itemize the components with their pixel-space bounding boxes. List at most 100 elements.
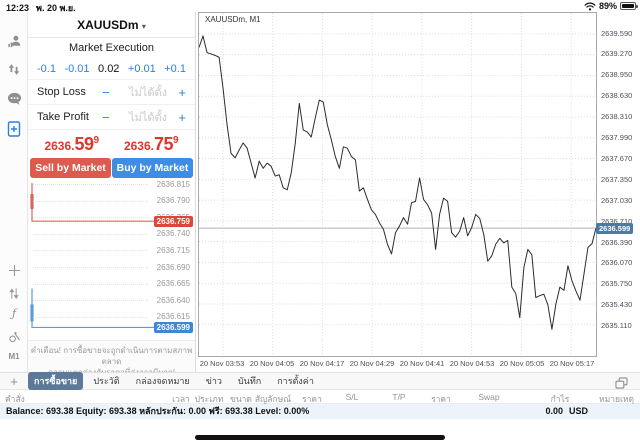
chart-y-tick: 2635.750 bbox=[601, 279, 633, 289]
accounts-icon[interactable] bbox=[0, 34, 28, 49]
tab-selected[interactable]: การซื้อขาย bbox=[28, 372, 84, 390]
tick-gridline bbox=[33, 200, 148, 202]
bid-price: 2636.599 bbox=[44, 134, 100, 154]
stop-loss-plus-button[interactable]: + bbox=[178, 84, 186, 100]
chart-y-tick: 2636.070 bbox=[601, 258, 633, 268]
positions-table-header: คำสั่ง เวลา ประเภท ขนาด สัญลักษณ์ ราคา S/L T/P ร… bbox=[0, 390, 640, 404]
tick-gridline bbox=[33, 217, 148, 219]
symbol-name: XAUUSDm bbox=[77, 18, 139, 32]
chart-x-tick: 20 Nov 04:05 bbox=[249, 359, 295, 368]
table-header-cell: T/P bbox=[392, 392, 406, 402]
chart-x-tick: 20 Nov 04:29 bbox=[349, 359, 395, 368]
timeframe-button[interactable]: M1 bbox=[8, 352, 20, 361]
stop-loss-value[interactable]: ไม่ได้ตั้ง bbox=[129, 87, 167, 99]
table-header-cell: หมายเหตุ bbox=[599, 394, 634, 404]
wifi-icon bbox=[584, 2, 596, 10]
tab-item[interactable]: บันทึก bbox=[237, 376, 262, 386]
volume-inc-small-button[interactable]: +0.01 bbox=[127, 62, 156, 75]
chart-y-tick: 2638.310 bbox=[601, 112, 633, 122]
symbol-selector[interactable]: XAUUSDm ▾ bbox=[28, 12, 195, 38]
execution-mode-label: Market Execution bbox=[69, 42, 154, 54]
trade-icon[interactable] bbox=[0, 62, 28, 77]
tick-scale-label: 2636.665 bbox=[156, 279, 190, 289]
tick-scale-label: 2636.640 bbox=[156, 295, 190, 305]
chart-y-axis: 2639.590 2639.270 2638.950 2638.630 2638.310… bbox=[601, 12, 640, 357]
tick-scale-label: 2636.715 bbox=[156, 245, 190, 255]
status-time: 12:23 bbox=[6, 3, 30, 13]
chart-y-tick: 2638.950 bbox=[601, 70, 633, 80]
tick-gridline bbox=[33, 233, 148, 235]
table-header-cell: Swap bbox=[478, 392, 500, 402]
chart-x-tick: 20 Nov 05:05 bbox=[499, 359, 545, 368]
table-header-cell: ราคา bbox=[302, 394, 322, 404]
tick-gridline bbox=[33, 316, 148, 318]
table-header-cell: ขนาด bbox=[230, 394, 252, 404]
chart-y-tick: 2636.710 bbox=[601, 216, 633, 226]
bottom-tab-bar: + การซื้อขาย ประวัติ กล่องจดหมาย ข่าว บันทึก… bbox=[0, 372, 640, 390]
status-date: พ. 20 พ.ย. bbox=[36, 3, 76, 13]
current-price-badge: 2636.599 bbox=[596, 222, 634, 234]
take-profit-minus-button[interactable]: − bbox=[102, 109, 110, 125]
chart-y-tick: 2636.390 bbox=[601, 237, 633, 247]
chart-x-tick: 20 Nov 03:53 bbox=[199, 359, 245, 368]
volume-dec-small-button[interactable]: -0.01 bbox=[64, 62, 90, 75]
ask-price: 2636.759 bbox=[123, 134, 179, 154]
buy-button[interactable]: Buy by Market bbox=[112, 158, 193, 178]
tabs: การซื้อขาย ประวัติ กล่องจดหมาย ข่าว บันทึก กา… bbox=[28, 372, 320, 390]
tab-item[interactable]: ข่าว bbox=[205, 376, 222, 386]
tick-chart[interactable]: 2636.8152636.7902636.7652636.7402636.715… bbox=[28, 178, 195, 338]
battery-icon bbox=[620, 2, 638, 10]
table-header-cell: ราคา bbox=[431, 394, 451, 404]
bid-ask-prices: 2636.599 2636.759 bbox=[28, 130, 195, 158]
indicators-icon[interactable]: ƒ bbox=[11, 307, 17, 320]
volume-value[interactable]: 0.02 bbox=[98, 62, 120, 75]
table-header-cell: สัญลักษณ์ bbox=[254, 394, 292, 404]
chart-x-tick: 20 Nov 04:53 bbox=[449, 359, 495, 368]
bid-price-badge: 2636.599 bbox=[153, 321, 193, 333]
battery-percent: 89% bbox=[598, 1, 617, 11]
table-header-cell: กำไร bbox=[550, 394, 570, 404]
chat-icon[interactable] bbox=[0, 92, 28, 106]
take-profit-value[interactable]: ไม่ได้ตั้ง bbox=[129, 112, 167, 124]
chart-plot[interactable]: XAUUSDm, M1 bbox=[198, 12, 597, 357]
tab-item[interactable]: กล่องจดหมาย bbox=[135, 376, 190, 386]
chart-title: XAUUSDm, M1 bbox=[205, 15, 261, 24]
order-buttons: Sell by Market Buy by Market bbox=[28, 158, 195, 178]
tick-gridline bbox=[33, 250, 148, 252]
objects-icon[interactable] bbox=[0, 330, 28, 343]
take-profit-plus-button[interactable]: + bbox=[178, 109, 186, 125]
sell-button[interactable]: Sell by Market bbox=[30, 158, 111, 178]
tick-scale-label: 2636.690 bbox=[156, 262, 190, 272]
new-order-icon[interactable] bbox=[0, 121, 28, 137]
volume-dec-big-button[interactable]: -0.1 bbox=[37, 62, 56, 75]
chart-x-tick: 20 Nov 04:41 bbox=[399, 359, 445, 368]
tab-item[interactable]: การตั้งค่า bbox=[277, 376, 314, 386]
tick-scale-label: 2636.740 bbox=[156, 229, 190, 239]
table-header-cell: คำสั่ง bbox=[5, 394, 25, 404]
account-summary-bar: Balance: 693.38 Equity: 693.38 หลักประกั… bbox=[0, 404, 640, 419]
chart-y-tick: 2637.030 bbox=[601, 195, 633, 205]
windows-icon[interactable] bbox=[615, 376, 628, 394]
tick-scale-label: 2636.790 bbox=[156, 196, 190, 206]
table-header-cell: ประเภท bbox=[194, 394, 224, 404]
account-summary: Balance: 693.38 Equity: 693.38 หลักประกั… bbox=[6, 406, 310, 416]
home-indicator[interactable] bbox=[195, 435, 445, 440]
add-tab-icon[interactable]: + bbox=[10, 373, 18, 389]
take-profit-label: Take Profit bbox=[37, 111, 89, 123]
volume-inc-big-button[interactable]: +0.1 bbox=[164, 62, 186, 75]
volume-stepper: -0.1 -0.01 0.02 +0.01 +0.1 bbox=[28, 58, 195, 80]
tab-item[interactable]: ประวัติ bbox=[93, 376, 120, 386]
stop-loss-label: Stop Loss bbox=[37, 86, 86, 98]
tick-gridline bbox=[33, 267, 148, 268]
crosshair-icon[interactable] bbox=[0, 264, 28, 277]
tick-chart-lines bbox=[30, 183, 193, 329]
tick-gridline bbox=[33, 300, 148, 302]
chart-area: XAUUSDm, M1 2639.590 2639.270 2638.950 2638… bbox=[196, 12, 640, 372]
chart-x-axis: 20 Nov 03:53 20 Nov 04:05 20 Nov 04:17 20 N… bbox=[196, 359, 640, 371]
stop-loss-minus-button[interactable]: − bbox=[102, 84, 110, 100]
table-header-cell: S/L bbox=[345, 392, 359, 402]
status-right: 89% bbox=[584, 1, 638, 11]
arrows-updown-icon[interactable] bbox=[0, 287, 28, 300]
profit-value: 0.00 USD bbox=[545, 406, 588, 416]
chart-y-tick: 2637.670 bbox=[601, 153, 633, 163]
